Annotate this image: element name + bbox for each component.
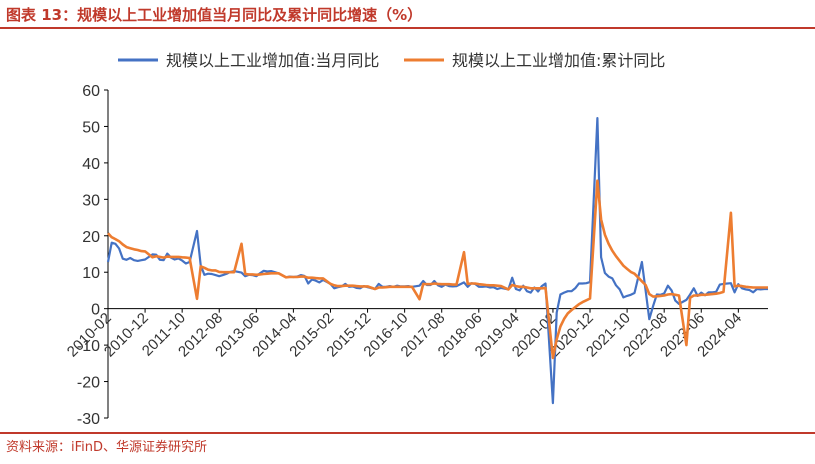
- y-tick-label: -20: [77, 375, 100, 392]
- y-tick-label: 50: [82, 119, 100, 136]
- series-line-monthly-yoy: [106, 117, 768, 405]
- legend-item-monthly-yoy-label: 规模以上工业增加值:当月同比: [166, 51, 379, 70]
- y-tick-label: 30: [82, 192, 100, 209]
- y-tick-label: 40: [82, 156, 100, 173]
- footer-rule: [0, 432, 815, 434]
- source-note: 资料来源：iFinD、华源证券研究所: [6, 440, 208, 455]
- y-tick-label: -30: [77, 411, 100, 428]
- y-tick-label: 60: [82, 83, 100, 100]
- y-tick-label: 10: [82, 265, 100, 282]
- y-tick-label: -10: [77, 338, 100, 355]
- line-chart: -30-20-1001020304050602010-022010-122011…: [64, 51, 768, 428]
- legend-item-cumulative-yoy-label: 规模以上工业增加值:累计同比: [452, 51, 665, 70]
- title-rule: [0, 27, 815, 29]
- chart-title: 图表 13：规模以上工业增加值当月同比及累计同比增速（%）: [6, 6, 423, 24]
- y-tick-label: 20: [82, 229, 100, 246]
- y-tick-label: 0: [91, 302, 100, 319]
- series-line-cumulative-yoy: [107, 179, 768, 360]
